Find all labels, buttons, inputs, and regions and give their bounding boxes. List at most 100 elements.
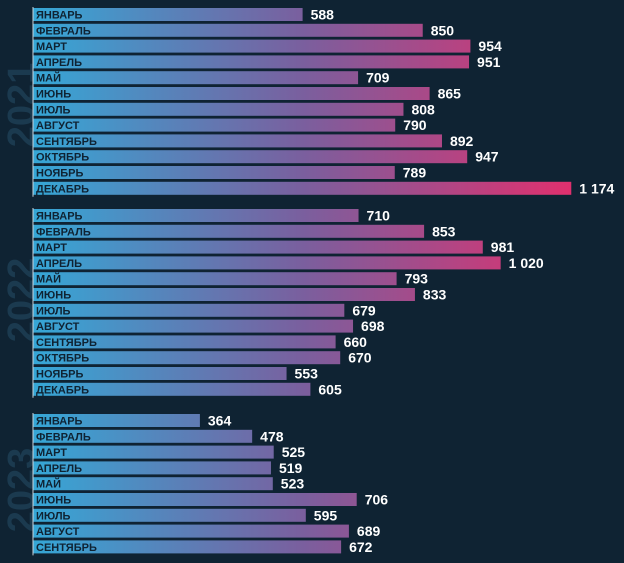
value-label: 850 [431, 22, 455, 38]
bar [33, 39, 471, 53]
value-label: 523 [281, 476, 305, 492]
bar [33, 23, 423, 37]
month-label: МАЙ [36, 72, 61, 85]
value-label: 364 [208, 413, 232, 429]
month-label: АПРЕЛЬ [36, 463, 82, 475]
month-label: ФЕВРАЛЬ [36, 226, 91, 238]
value-label: 553 [295, 366, 319, 382]
value-label: 595 [314, 507, 338, 523]
month-label: ФЕВРАЛЬ [36, 25, 91, 37]
bar [33, 461, 271, 475]
month-label: СЕНТЯБРЬ [36, 136, 97, 148]
value-label: 892 [450, 133, 474, 149]
value-label: 709 [366, 70, 390, 86]
month-label: НОЯБРЬ [36, 168, 84, 180]
bar [33, 71, 359, 85]
bar [33, 335, 336, 349]
value-label: 1 020 [509, 255, 544, 271]
value-label: 981 [491, 239, 515, 255]
month-label: ЯНВАРЬ [36, 211, 83, 223]
month-label: ИЮЛЬ [36, 104, 71, 116]
value-label: 689 [357, 523, 381, 539]
value-label: 1 174 [579, 180, 614, 196]
bar [33, 256, 501, 270]
value-label: 793 [405, 271, 429, 287]
month-label: ЯНВАРЬ [36, 416, 83, 428]
value-label: 865 [438, 86, 462, 102]
bar [33, 493, 357, 506]
value-label: 525 [282, 444, 306, 460]
bar [33, 55, 470, 69]
value-label: 670 [348, 350, 372, 366]
bar [33, 303, 345, 317]
bar [33, 445, 274, 459]
bar [33, 367, 287, 380]
month-label: ДЕКАБРЬ [36, 384, 89, 396]
month-label: МАРТ [36, 447, 67, 459]
month-label: СЕНТЯБРЬ [36, 542, 97, 554]
bar [33, 414, 200, 427]
month-label: ФЕВРАЛЬ [36, 431, 91, 443]
value-label: 853 [432, 223, 456, 239]
month-label: МАЙ [36, 478, 61, 491]
value-label: 706 [365, 492, 389, 508]
bar [33, 382, 311, 396]
month-label: АПРЕЛЬ [36, 258, 82, 270]
bar [33, 429, 253, 443]
month-label: ИЮЛЬ [36, 510, 71, 522]
value-label: 710 [367, 208, 391, 224]
month-label: ИЮЛЬ [36, 305, 71, 317]
month-label: ИЮНЬ [36, 89, 71, 101]
value-label: 808 [411, 101, 435, 117]
bar [33, 166, 395, 179]
bar [33, 181, 572, 195]
month-label: ОКТЯБРЬ [36, 152, 89, 164]
bar [33, 240, 483, 254]
value-label: 954 [478, 38, 502, 54]
month-label: АВГУСТ [36, 321, 80, 333]
bar [33, 224, 425, 238]
bar [33, 319, 354, 333]
value-label: 947 [475, 149, 499, 165]
value-label: 951 [477, 54, 501, 70]
month-label: АВГУСТ [36, 526, 80, 538]
value-label: 833 [423, 287, 447, 303]
bar [33, 288, 415, 301]
bar [33, 150, 468, 164]
bar [33, 8, 303, 21]
value-label: 660 [344, 334, 368, 350]
month-label: СЕНТЯБРЬ [36, 337, 97, 349]
bar [33, 272, 397, 286]
bar [33, 351, 341, 365]
bar [33, 102, 404, 116]
month-label: МАРТ [36, 41, 67, 53]
month-label: МАРТ [36, 242, 67, 254]
bar [33, 118, 396, 132]
bar [33, 209, 359, 222]
bar [33, 87, 430, 100]
bar [33, 540, 342, 554]
value-label: 790 [403, 117, 427, 133]
bar [33, 524, 349, 538]
value-label: 789 [403, 165, 427, 181]
month-label: ОКТЯБРЬ [36, 353, 89, 365]
bar [33, 134, 442, 148]
month-label: ИЮНЬ [36, 495, 71, 507]
month-label: АПРЕЛЬ [36, 57, 82, 69]
value-label: 605 [318, 381, 342, 397]
month-label: ЯНВАРЬ [36, 10, 83, 22]
month-label: АВГУСТ [36, 120, 80, 132]
value-label: 519 [279, 460, 303, 476]
month-label: МАЙ [36, 273, 61, 286]
value-label: 679 [352, 302, 376, 318]
value-label: 478 [260, 428, 284, 444]
bar [33, 508, 306, 522]
value-label: 672 [349, 539, 373, 555]
month-label: НОЯБРЬ [36, 369, 84, 381]
month-label: ИЮНЬ [36, 290, 71, 302]
value-label: 588 [311, 7, 335, 23]
